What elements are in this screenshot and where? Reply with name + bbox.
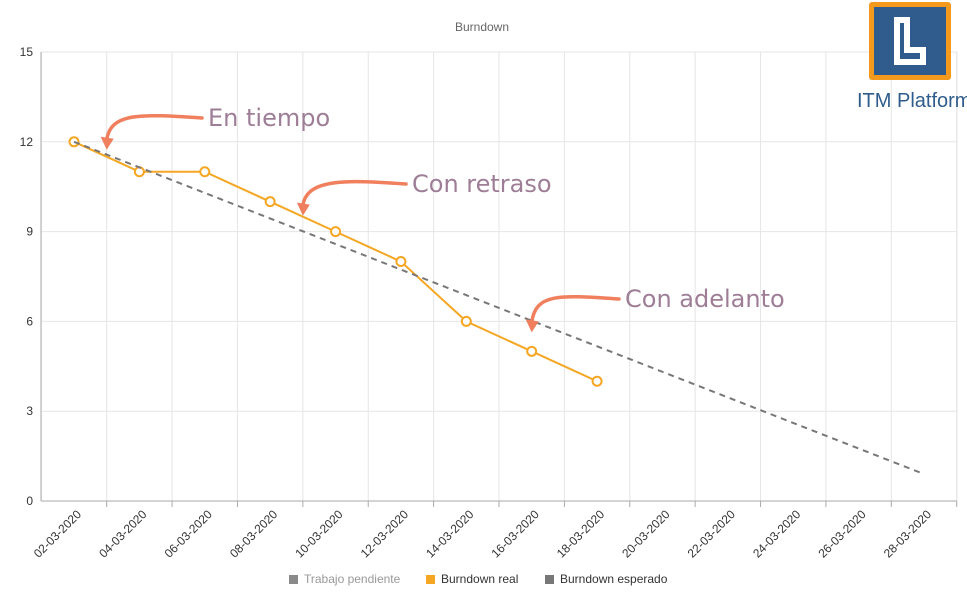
legend-item[interactable]: Burndown real <box>426 572 518 586</box>
x-tick-label: 02-03-2020 <box>31 507 85 561</box>
legend-item[interactable]: Burndown esperado <box>545 572 668 586</box>
x-tick-label: 10-03-2020 <box>292 507 346 561</box>
legend-label: Trabajo pendiente <box>304 572 401 586</box>
y-tick-label: 12 <box>20 135 34 149</box>
x-tick-label: 20-03-2020 <box>619 507 673 561</box>
annotation-label: Con retraso <box>412 170 552 198</box>
data-point-burndown-real <box>591 375 603 387</box>
data-point-burndown-real <box>330 226 342 238</box>
logo-badge <box>869 2 951 80</box>
annotations: En tiempo Con retraso Con adelanto <box>100 104 785 333</box>
x-tick-label: 06-03-2020 <box>162 507 216 561</box>
y-tick-label: 15 <box>20 45 34 59</box>
legend-label: Burndown esperado <box>560 572 668 586</box>
x-tick-label: 14-03-2020 <box>423 507 477 561</box>
y-tick-label: 3 <box>26 404 33 418</box>
x-tick-label: 28-03-2020 <box>881 507 935 561</box>
y-tick-label: 6 <box>26 314 33 328</box>
legend-swatch <box>426 575 435 584</box>
x-tick-label: 26-03-2020 <box>815 507 869 561</box>
data-point-burndown-real <box>395 256 407 268</box>
x-axis-ticks: 02-03-2020 04-03-2020 06-03-2020 08-03-2020… <box>31 501 958 561</box>
legend[interactable]: Trabajo pendiente Burndown real Burndown e… <box>289 572 668 586</box>
logo-text-primary: ITM <box>857 90 892 112</box>
data-point-burndown-real <box>133 166 145 178</box>
series-line-burndown-esperado <box>73 140 925 475</box>
legend-swatch <box>289 575 298 584</box>
annotation-label: En tiempo <box>208 104 330 132</box>
annotation-arrow <box>104 113 204 142</box>
x-tick-label: 24-03-2020 <box>750 507 804 561</box>
logo-icon <box>874 7 946 75</box>
x-tick-label: 12-03-2020 <box>358 507 412 561</box>
legend-item[interactable]: Trabajo pendiente <box>289 572 401 586</box>
x-tick-label: 18-03-2020 <box>554 507 608 561</box>
data-point-burndown-real <box>264 196 276 208</box>
annotation-arrowhead <box>525 319 539 333</box>
y-tick-label: 0 <box>26 494 33 508</box>
annotation-arrowhead <box>100 136 114 150</box>
itm-platform-logo: ITM Platform <box>857 0 967 115</box>
annotation-arrowhead <box>296 202 310 216</box>
chart-title: Burndown <box>455 20 509 34</box>
annotation-arrow <box>301 179 408 208</box>
grid-lines <box>40 51 958 501</box>
logo-mark-icon <box>894 17 926 65</box>
logo-wordmark: ITM Platform <box>857 90 967 113</box>
legend-label: Burndown real <box>441 572 518 586</box>
data-point-burndown-real <box>526 345 538 357</box>
annotation-arrow <box>529 295 621 325</box>
x-tick-label: 16-03-2020 <box>489 507 543 561</box>
logo-text-secondary: Platform <box>897 90 967 112</box>
x-tick-label: 04-03-2020 <box>96 507 150 561</box>
y-tick-label: 9 <box>26 225 33 239</box>
x-tick-label: 08-03-2020 <box>227 507 281 561</box>
y-axis-ticks: 0 3 6 9 12 15 <box>20 45 34 508</box>
data-point-burndown-real <box>460 315 472 327</box>
series-layer <box>68 136 925 475</box>
x-tick-label: 22-03-2020 <box>685 507 739 561</box>
legend-swatch <box>545 575 554 584</box>
data-point-burndown-real <box>199 166 211 178</box>
annotation-label: Con adelanto <box>625 285 785 313</box>
